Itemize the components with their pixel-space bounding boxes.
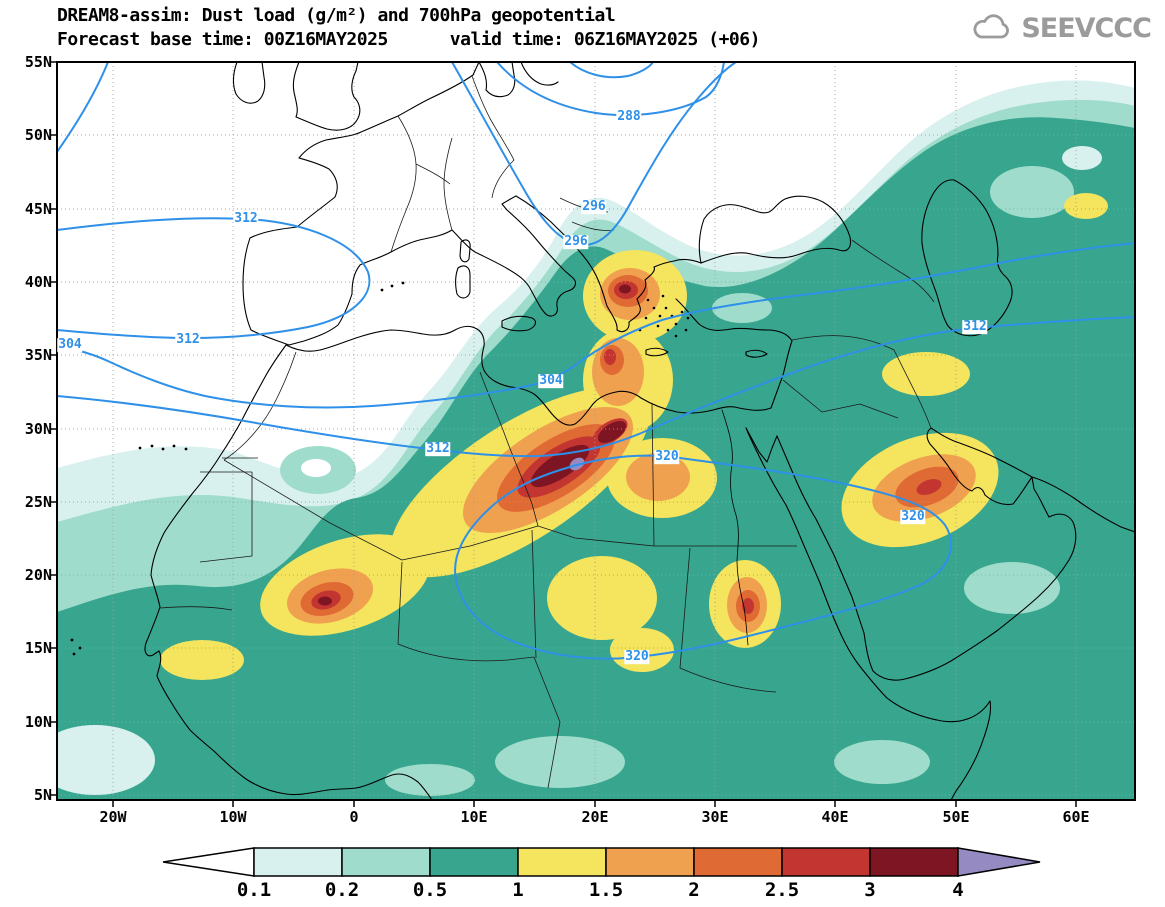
chart-title: DREAM8-assim: Dust load (g/m²) and 700hP… xyxy=(57,5,616,26)
contour-value-label: 312 xyxy=(962,319,988,335)
colorbar-left-arrow xyxy=(162,847,255,877)
lat-tick-label: 40N xyxy=(24,273,52,291)
contour-value-label: 312 xyxy=(425,441,451,457)
contour-value-label: 296 xyxy=(563,234,589,250)
lat-tick-label: 20N xyxy=(24,566,52,584)
contour-value-label: 320 xyxy=(654,449,680,465)
contour-value-label: 320 xyxy=(900,509,926,525)
colorbar-label: 0.5 xyxy=(412,879,448,901)
colorbar-label: 1.5 xyxy=(588,879,624,901)
lat-tick-label: 30N xyxy=(24,420,52,438)
colorbar-label: 1 xyxy=(512,879,524,901)
dust-faint-patches xyxy=(57,146,1102,795)
contour-value-label: 312 xyxy=(233,211,259,227)
lat-tick-label: 55N xyxy=(24,53,52,71)
lat-tick-label: 35N xyxy=(24,346,52,364)
colorbar-label: 4 xyxy=(952,879,964,901)
lat-tick-label: 5N xyxy=(33,786,52,804)
colorbar-label: 0.1 xyxy=(236,879,272,901)
contour-value-label: 312 xyxy=(175,332,201,348)
dust-shading-layer xyxy=(57,80,1135,800)
chart-subtitle: Forecast base time: 00Z16MAY2025 valid t… xyxy=(57,29,760,50)
lat-tick-label: 50N xyxy=(24,126,52,144)
lon-tick-label: 10W xyxy=(219,808,247,826)
lat-tick-label: 25N xyxy=(24,493,52,511)
contour-value-label: 320 xyxy=(624,649,650,665)
contour-value-label: 304 xyxy=(57,337,83,353)
colorbar-label: 0.2 xyxy=(324,879,360,901)
contour-value-label: 296 xyxy=(581,199,607,215)
dust-lighter-patches xyxy=(280,166,1074,796)
lat-tick-label: 15N xyxy=(24,639,52,657)
grid-layer xyxy=(57,62,1135,800)
seevccc-cloud-icon xyxy=(973,14,1010,39)
colorbar-right-arrow xyxy=(957,847,1041,877)
border-layer xyxy=(159,75,935,789)
lon-tick-label: 20W xyxy=(99,808,127,826)
colorbar-label: 2.5 xyxy=(764,879,800,901)
lat-tick-label: 10N xyxy=(24,713,52,731)
lon-tick-label: 20E xyxy=(581,808,609,826)
colorbar xyxy=(162,847,1041,877)
lon-tick-label: 30E xyxy=(701,808,729,826)
seevccc-logo-text: SEEVCCC xyxy=(1021,12,1152,44)
lon-tick-label: 50E xyxy=(942,808,970,826)
lon-tick-label: 40E xyxy=(821,808,849,826)
lon-tick-label: 0 xyxy=(349,808,359,826)
dust-level-3 xyxy=(318,284,631,606)
coastline-layer xyxy=(70,62,1135,800)
lon-tick-label: 60E xyxy=(1062,808,1090,826)
lat-tick-label: 45N xyxy=(24,200,52,218)
geopotential-contour-layer xyxy=(57,62,1135,660)
colorbar-label: 3 xyxy=(864,879,876,901)
contour-value-label: 288 xyxy=(616,109,642,125)
map-frame xyxy=(50,61,1136,807)
lon-tick-label: 10E xyxy=(460,808,488,826)
axis-ticks xyxy=(50,61,1077,807)
seevccc-logo: SEEVCCC xyxy=(970,12,1152,44)
colorbar-label: 2 xyxy=(688,879,700,901)
contour-value-label: 304 xyxy=(538,373,564,389)
